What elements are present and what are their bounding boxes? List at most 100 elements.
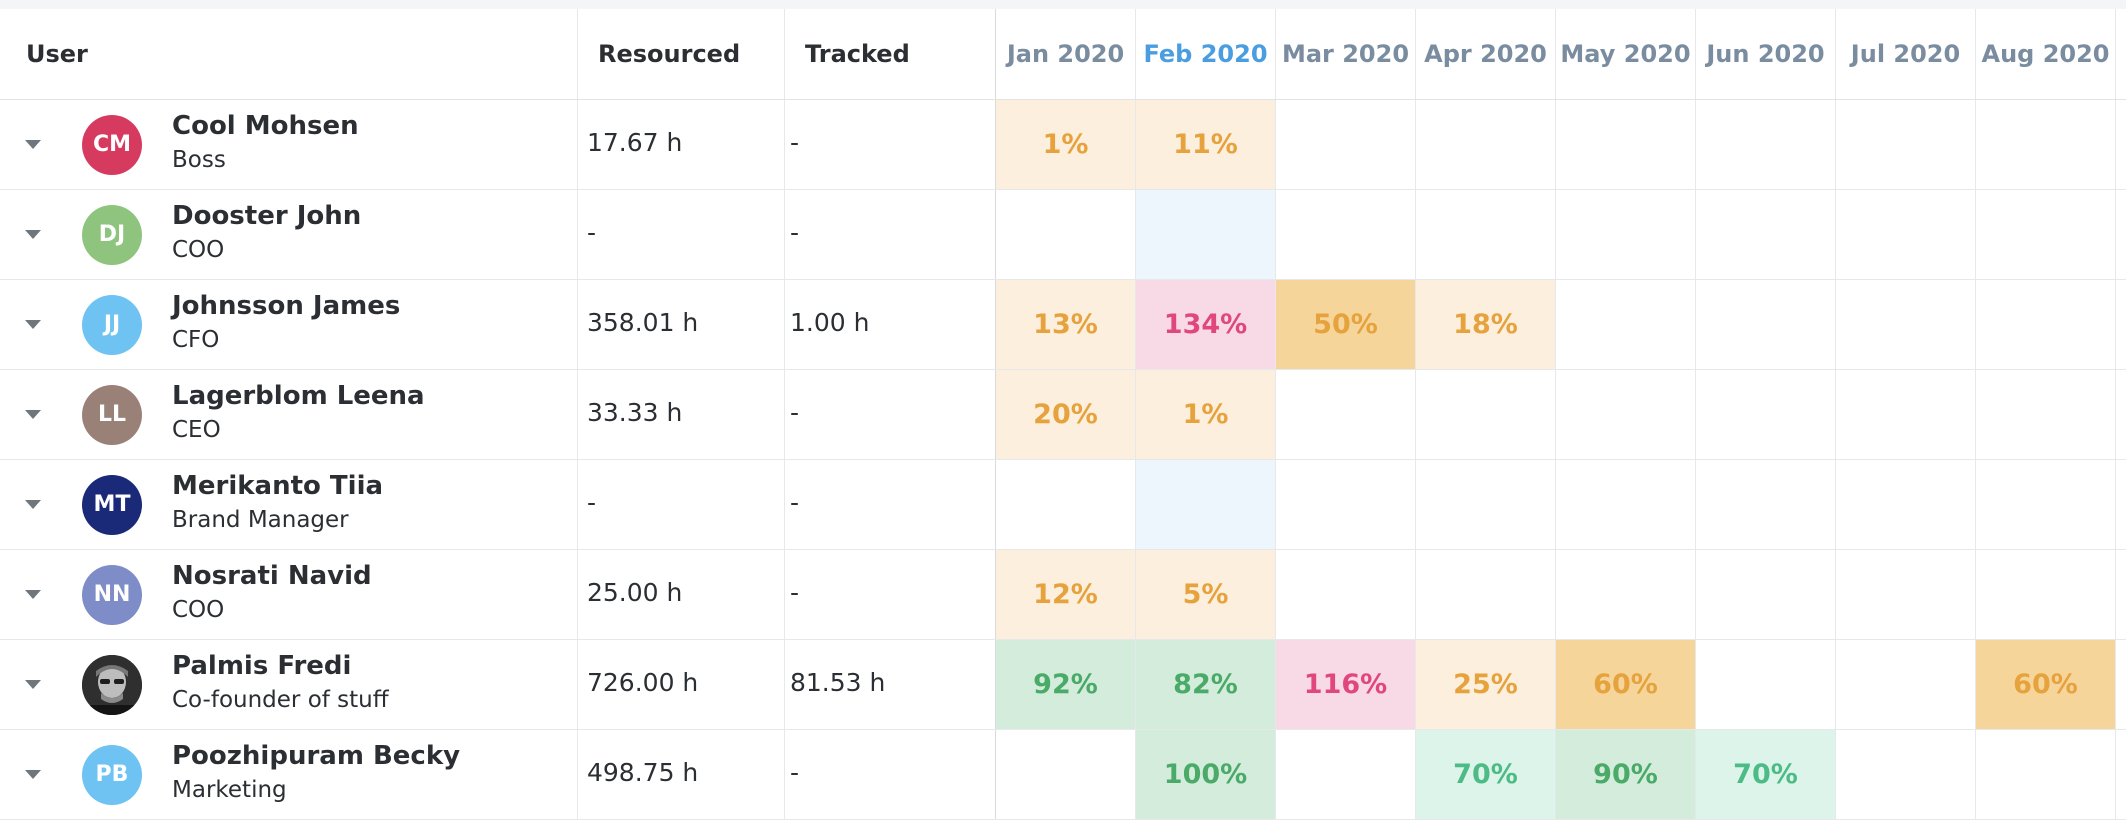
header-user[interactable]: User <box>0 9 578 99</box>
user-name[interactable]: Lagerblom Leena <box>172 381 425 411</box>
user-name[interactable]: Dooster John <box>172 201 362 231</box>
month-allocation-cell[interactable] <box>1976 370 2116 459</box>
month-allocation-cell[interactable] <box>1276 550 1416 639</box>
expand-caret-icon[interactable] <box>25 500 41 509</box>
month-allocation-cell[interactable]: 134% <box>1136 280 1276 369</box>
month-allocation-cell[interactable] <box>1696 370 1836 459</box>
header-month[interactable]: Mar 2020 <box>1276 9 1416 99</box>
month-allocation-cell[interactable] <box>1556 370 1696 459</box>
month-allocation-cell[interactable] <box>1696 640 1836 729</box>
expand-caret-icon[interactable] <box>25 680 41 689</box>
month-allocation-cell[interactable] <box>1836 100 1976 189</box>
month-allocation-cell[interactable] <box>1696 280 1836 369</box>
month-allocation-cell[interactable] <box>1976 280 2116 369</box>
month-allocation-cell[interactable] <box>1416 550 1556 639</box>
month-allocation-cell[interactable] <box>1556 550 1696 639</box>
month-allocation-cell[interactable] <box>996 460 1136 549</box>
user-name[interactable]: Johnsson James <box>172 291 401 321</box>
month-allocation-cell[interactable]: 50% <box>1276 280 1416 369</box>
allocation-percent: 13% <box>1033 309 1098 340</box>
header-resourced[interactable]: Resourced <box>578 9 785 99</box>
month-allocation-cell[interactable] <box>1556 100 1696 189</box>
month-allocation-cell[interactable]: 82% <box>1136 640 1276 729</box>
month-allocation-cell[interactable] <box>1976 550 2116 639</box>
header-month[interactable]: Feb 2020 <box>1136 9 1276 99</box>
expand-caret-icon[interactable] <box>25 590 41 599</box>
expand-caret-icon[interactable] <box>25 770 41 779</box>
tracked-value: - <box>790 758 800 787</box>
month-allocation-cell[interactable] <box>1556 190 1696 279</box>
month-allocation-cell[interactable] <box>996 730 1136 819</box>
month-allocation-cell[interactable]: 11% <box>1136 100 1276 189</box>
month-allocation-cell[interactable] <box>1276 370 1416 459</box>
header-month[interactable]: May 2020 <box>1556 9 1696 99</box>
month-allocation-cell[interactable] <box>1276 100 1416 189</box>
month-allocation-cell[interactable] <box>1276 190 1416 279</box>
month-allocation-cell[interactable] <box>1416 190 1556 279</box>
month-allocation-cell[interactable] <box>1416 460 1556 549</box>
month-allocation-cell[interactable]: 5% <box>1136 550 1276 639</box>
month-allocation-cell[interactable] <box>1696 190 1836 279</box>
month-allocation-cell[interactable] <box>1836 190 1976 279</box>
month-allocation-cell[interactable]: 18% <box>1416 280 1556 369</box>
user-name[interactable]: Nosrati Navid <box>172 561 372 591</box>
month-allocation-cell[interactable] <box>1276 460 1416 549</box>
month-allocation-cell[interactable] <box>1696 100 1836 189</box>
expand-caret-icon[interactable] <box>25 230 41 239</box>
expand-caret-icon[interactable] <box>25 410 41 419</box>
user-name[interactable]: Merikanto Tiia <box>172 471 384 501</box>
month-allocation-cell[interactable] <box>1416 370 1556 459</box>
month-allocation-cell[interactable]: 20% <box>996 370 1136 459</box>
month-allocation-cell[interactable] <box>1836 280 1976 369</box>
header-month[interactable]: Jun 2020 <box>1696 9 1836 99</box>
expand-caret-icon[interactable] <box>25 320 41 329</box>
month-allocation-cell[interactable] <box>1696 550 1836 639</box>
header-month[interactable]: Aug 2020 <box>1976 9 2116 99</box>
tracked-value: - <box>790 218 800 247</box>
month-allocation-cell[interactable] <box>1836 640 1976 729</box>
month-allocation-cell[interactable]: 60% <box>1976 640 2116 729</box>
tracked-value: - <box>790 398 800 427</box>
user-name[interactable]: Cool Mohsen <box>172 111 359 141</box>
tracked-cell: - <box>785 730 996 819</box>
month-allocation-cell[interactable] <box>1136 460 1276 549</box>
month-allocation-cell[interactable] <box>996 190 1136 279</box>
month-allocation-cell[interactable]: 60% <box>1556 640 1696 729</box>
month-allocation-cell[interactable] <box>1696 460 1836 549</box>
avatar: DJ <box>82 205 142 265</box>
month-allocation-cell[interactable]: 70% <box>1696 730 1836 819</box>
month-allocation-cell[interactable] <box>1976 460 2116 549</box>
month-allocation-cell[interactable]: 116% <box>1276 640 1416 729</box>
tracked-cell: 81.53 h <box>785 640 996 729</box>
user-role: Marketing <box>172 777 287 803</box>
month-allocation-cell[interactable] <box>1836 730 1976 819</box>
user-name[interactable]: Palmis Fredi <box>172 651 352 681</box>
month-allocation-cell[interactable] <box>1836 370 1976 459</box>
month-allocation-cell[interactable] <box>1276 730 1416 819</box>
month-allocation-cell[interactable] <box>1416 100 1556 189</box>
month-allocation-cell[interactable]: 13% <box>996 280 1136 369</box>
month-allocation-cell[interactable]: 1% <box>996 100 1136 189</box>
user-cell: DJ Dooster John COO <box>0 190 578 279</box>
month-allocation-cell[interactable]: 90% <box>1556 730 1696 819</box>
header-month[interactable]: Jul 2020 <box>1836 9 1976 99</box>
month-allocation-cell[interactable] <box>1976 190 2116 279</box>
month-allocation-cell[interactable]: 12% <box>996 550 1136 639</box>
header-tracked[interactable]: Tracked <box>785 9 996 99</box>
month-allocation-cell[interactable] <box>1556 280 1696 369</box>
month-allocation-cell[interactable] <box>1136 190 1276 279</box>
header-month[interactable]: Jan 2020 <box>996 9 1136 99</box>
month-allocation-cell[interactable]: 92% <box>996 640 1136 729</box>
month-allocation-cell[interactable]: 1% <box>1136 370 1276 459</box>
expand-caret-icon[interactable] <box>25 140 41 149</box>
month-allocation-cell[interactable]: 70% <box>1416 730 1556 819</box>
user-name[interactable]: Poozhipuram Becky <box>172 741 461 771</box>
header-month[interactable]: Apr 2020 <box>1416 9 1556 99</box>
month-allocation-cell[interactable] <box>1976 100 2116 189</box>
month-allocation-cell[interactable] <box>1976 730 2116 819</box>
month-allocation-cell[interactable] <box>1836 550 1976 639</box>
month-allocation-cell[interactable] <box>1836 460 1976 549</box>
month-allocation-cell[interactable] <box>1556 460 1696 549</box>
month-allocation-cell[interactable]: 100% <box>1136 730 1276 819</box>
month-allocation-cell[interactable]: 25% <box>1416 640 1556 729</box>
